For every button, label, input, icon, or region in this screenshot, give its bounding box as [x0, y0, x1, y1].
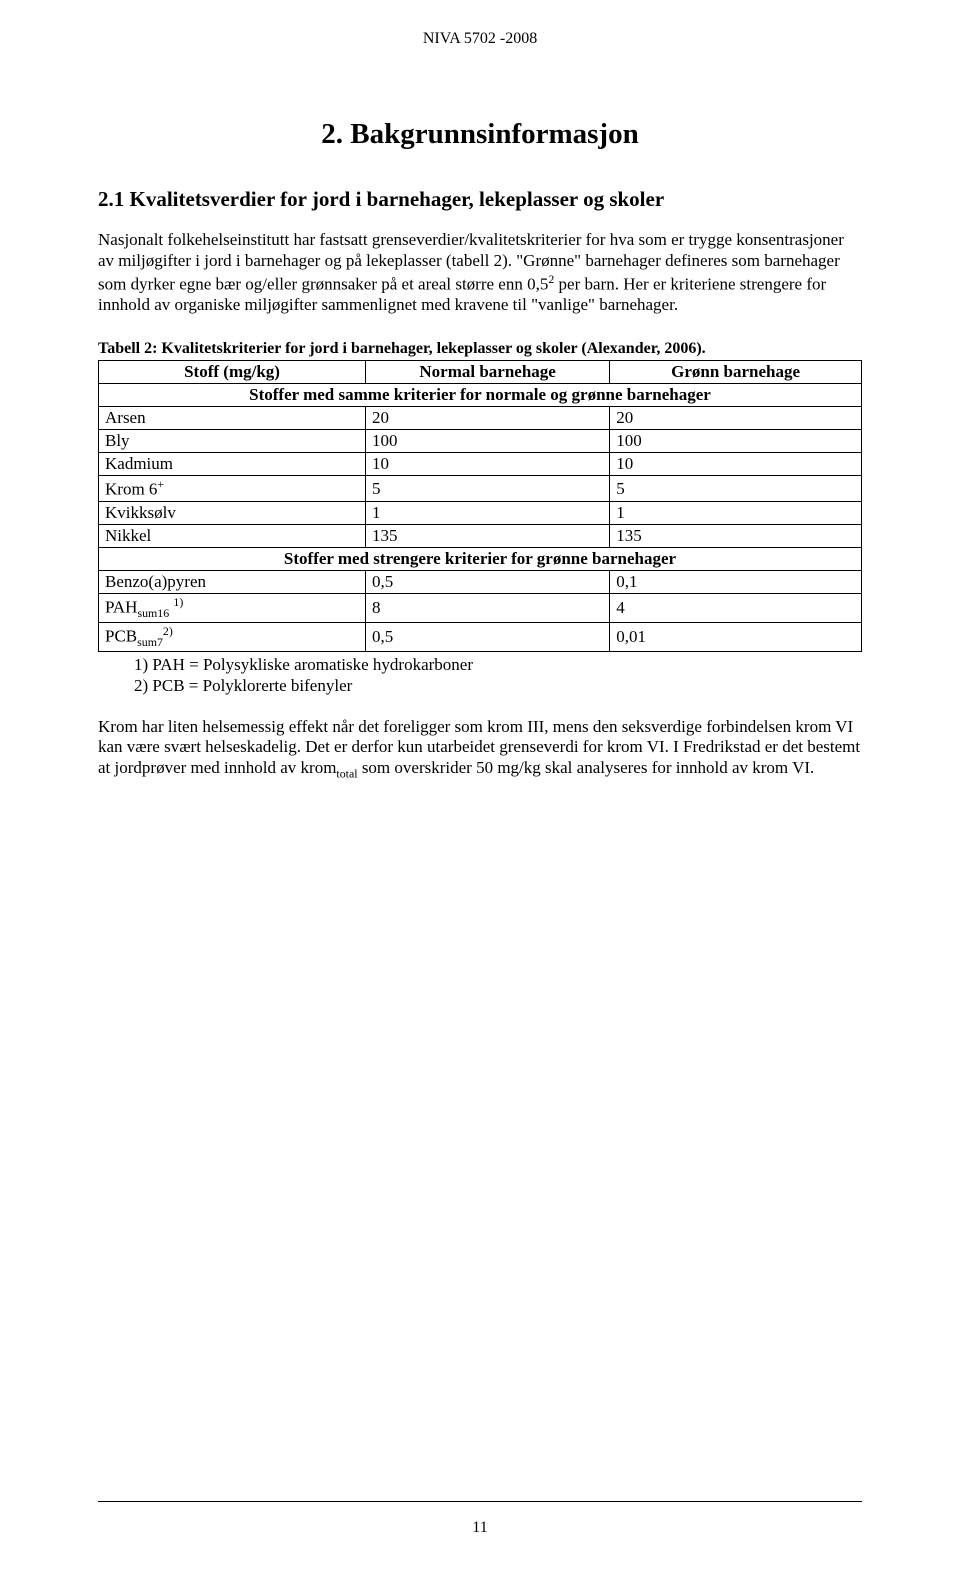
section-title: 2. Bakgrunnsinformasjon	[98, 118, 862, 151]
table-subheader-2-text: Stoffer med strengere kriterier for grøn…	[99, 547, 862, 570]
table-header-stoff: Stoff (mg/kg)	[99, 361, 366, 384]
table-cell-gronn: 20	[610, 407, 862, 430]
table-cell-gronn: 1	[610, 501, 862, 524]
table-row: Nikkel 135 135	[99, 524, 862, 547]
table-row: Kadmium 10 10	[99, 453, 862, 476]
table-cell-gronn: 135	[610, 524, 862, 547]
table-footnotes: 1) PAH = Polysykliske aromatiske hydroka…	[134, 654, 862, 697]
table-cell-normal: 0,5	[366, 622, 610, 651]
page-number: 11	[0, 1519, 960, 1537]
table-cell-name: Nikkel	[99, 524, 366, 547]
table-cell-normal: 1	[366, 501, 610, 524]
footnote-1: 1) PAH = Polysykliske aromatiske hydroka…	[134, 654, 862, 675]
table-cell-name: PAHsum16 1)	[99, 593, 366, 622]
table-cell-gronn: 100	[610, 430, 862, 453]
table-cell-gronn: 10	[610, 453, 862, 476]
table-header-gronn: Grønn barnehage	[610, 361, 862, 384]
table-row: Krom 6+ 5 5	[99, 476, 862, 502]
table-row: Arsen 20 20	[99, 407, 862, 430]
quality-criteria-table: Stoff (mg/kg) Normal barnehage Grønn bar…	[98, 360, 862, 652]
footnote-2: 2) PCB = Polyklorerte bifenyler	[134, 675, 862, 696]
table-header-row: Stoff (mg/kg) Normal barnehage Grønn bar…	[99, 361, 862, 384]
table-cell-normal: 5	[366, 476, 610, 502]
table-cell-normal: 20	[366, 407, 610, 430]
table-cell-gronn: 0,01	[610, 622, 862, 651]
paragraph-1: Nasjonalt folkehelseinstitutt har fastsa…	[98, 230, 862, 316]
table-cell-name: PCBsum72)	[99, 622, 366, 651]
table-cell-normal: 8	[366, 593, 610, 622]
table-subheader-2: Stoffer med strengere kriterier for grøn…	[99, 547, 862, 570]
table-cell-normal: 100	[366, 430, 610, 453]
table-cell-gronn: 5	[610, 476, 862, 502]
table-cell-gronn: 4	[610, 593, 862, 622]
subsection-title: 2.1 Kvalitetsverdier for jord i barnehag…	[98, 187, 862, 212]
table-row: Bly 100 100	[99, 430, 862, 453]
table-caption: Tabell 2: Kvalitetskriterier for jord i …	[98, 340, 862, 358]
table-cell-normal: 135	[366, 524, 610, 547]
table-row: PAHsum16 1) 8 4	[99, 593, 862, 622]
table-cell-name: Kvikksølv	[99, 501, 366, 524]
table-cell-name: Benzo(a)pyren	[99, 570, 366, 593]
table-subheader-1: Stoffer med samme kriterier for normale …	[99, 384, 862, 407]
table-cell-normal: 10	[366, 453, 610, 476]
table-row: Kvikksølv 1 1	[99, 501, 862, 524]
table-cell-name: Arsen	[99, 407, 366, 430]
table-cell-normal: 0,5	[366, 570, 610, 593]
table-header-normal: Normal barnehage	[366, 361, 610, 384]
document-header-id: NIVA 5702 -2008	[98, 30, 862, 48]
table-subheader-1-text: Stoffer med samme kriterier for normale …	[99, 384, 862, 407]
table-cell-name: Krom 6+	[99, 476, 366, 502]
table-row: Benzo(a)pyren 0,5 0,1	[99, 570, 862, 593]
table-cell-name: Bly	[99, 430, 366, 453]
table-cell-gronn: 0,1	[610, 570, 862, 593]
footer-rule	[98, 1501, 862, 1502]
table-cell-name: Kadmium	[99, 453, 366, 476]
closing-paragraph: Krom har liten helsemessig effekt når de…	[98, 717, 862, 782]
table-row: PCBsum72) 0,5 0,01	[99, 622, 862, 651]
